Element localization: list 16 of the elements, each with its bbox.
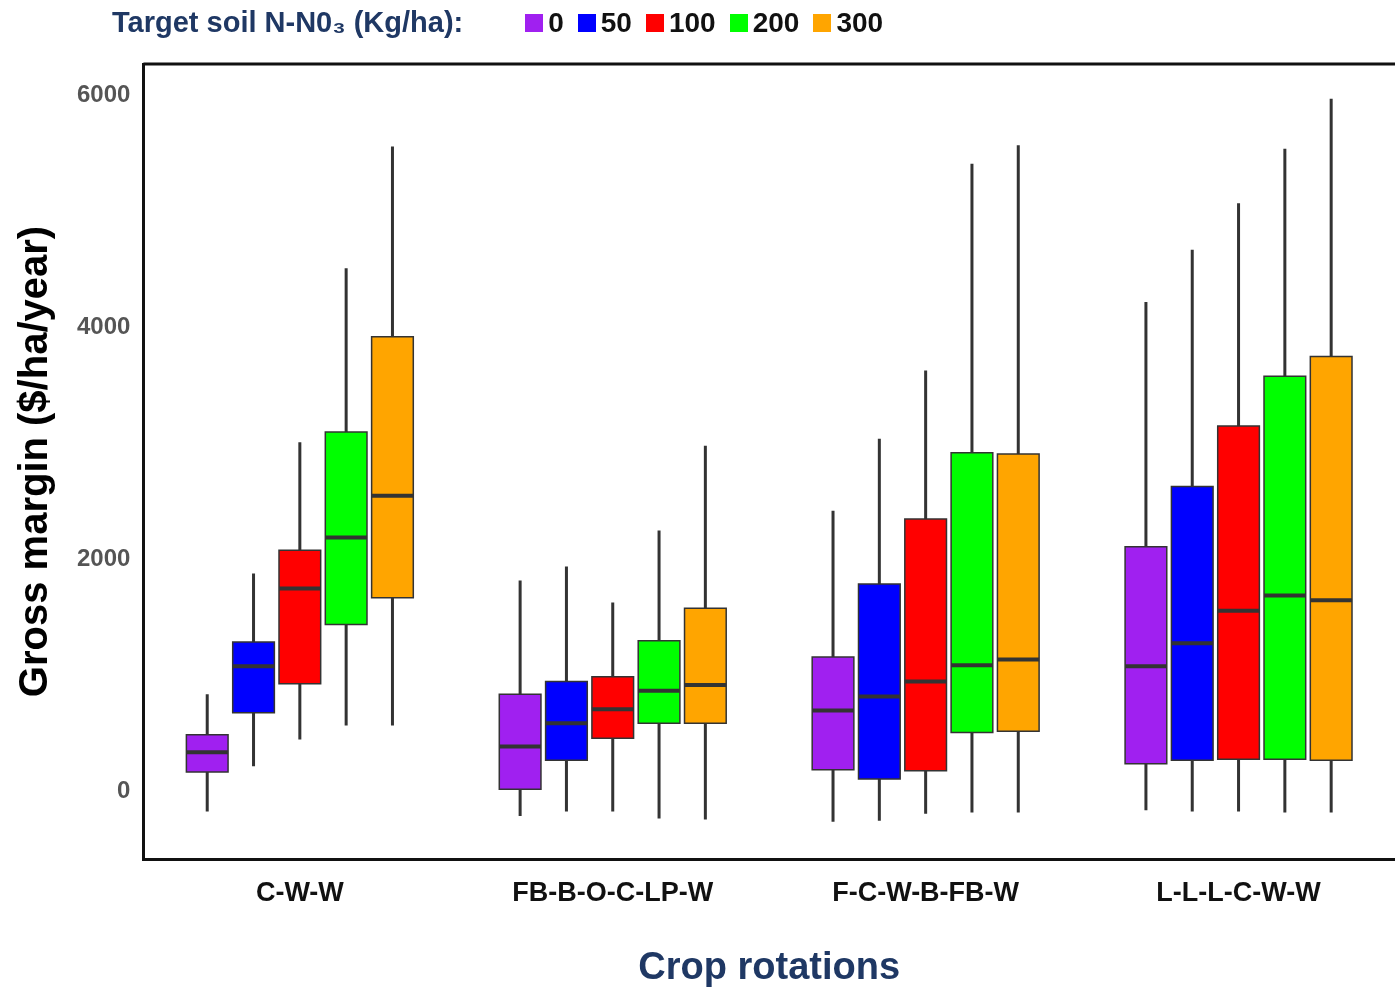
legend-label: 50 <box>600 6 632 39</box>
x-tick-label: L-L-L-C-W-W <box>1156 876 1322 907</box>
y-tick-label: 4000 <box>77 312 131 340</box>
x-axis-title: Crop rotations <box>638 944 901 987</box>
x-tick-label: F-C-W-B-FB-W <box>832 876 1020 907</box>
y-axis-title: Gross margin ($/ha/year) <box>11 225 56 698</box>
y-tick-label: 6000 <box>77 79 131 107</box>
x-tick-label: C-W-W <box>255 876 345 907</box>
y-tick-label: 2000 <box>77 544 131 572</box>
legend-label: 100 <box>668 6 716 39</box>
y-tick-label: 0 <box>117 776 131 804</box>
legend-title: Target soil N-N0₃ (Kg/ha): <box>112 6 464 39</box>
legend-label: 200 <box>752 6 800 39</box>
legend-label: 0 <box>548 6 564 39</box>
legend-label: 300 <box>836 6 884 39</box>
x-tick-label: FB-B-O-C-LP-W <box>512 876 714 907</box>
